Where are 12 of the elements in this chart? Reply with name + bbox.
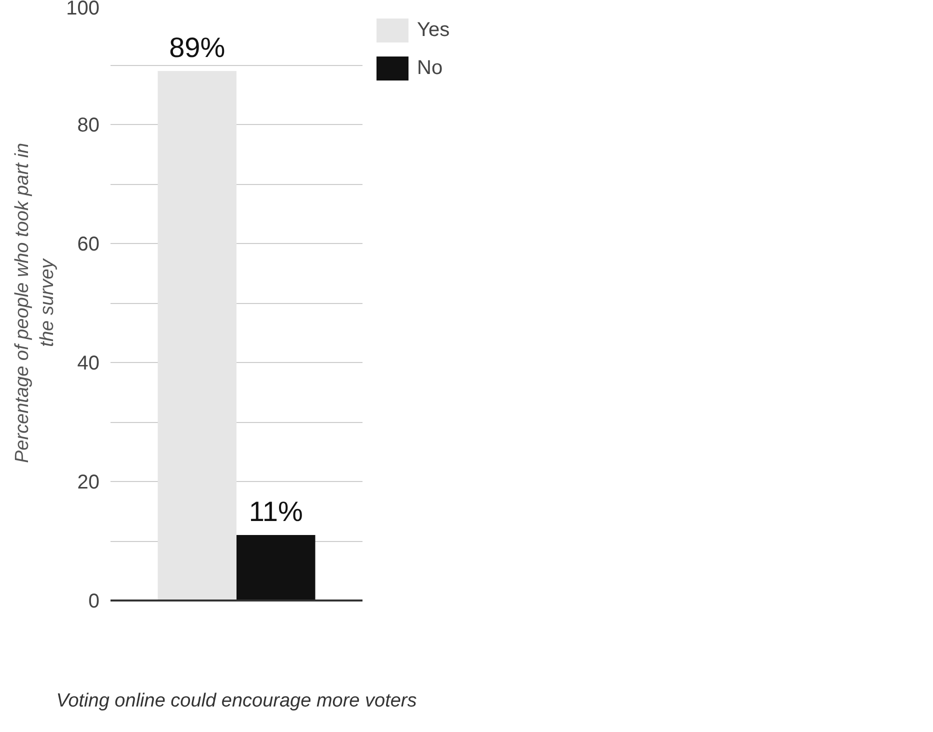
legend-label: Yes	[417, 18, 450, 42]
y-tick-label: 0	[88, 590, 100, 612]
y-tick-label: 60	[77, 234, 100, 256]
y-tick-label: 100	[66, 0, 100, 20]
y-tick-label: 80	[77, 114, 100, 136]
y-axis-title: Percentage of people who took part in the survey	[12, 142, 58, 464]
legend-label: No	[417, 56, 443, 80]
y-tick-label: 20	[77, 472, 100, 494]
x-axis-title: Voting online could encourage more voters	[56, 690, 418, 712]
data-label: 89%	[169, 32, 226, 63]
y-tick-label: 40	[77, 352, 100, 374]
data-label: 11%	[248, 496, 303, 528]
